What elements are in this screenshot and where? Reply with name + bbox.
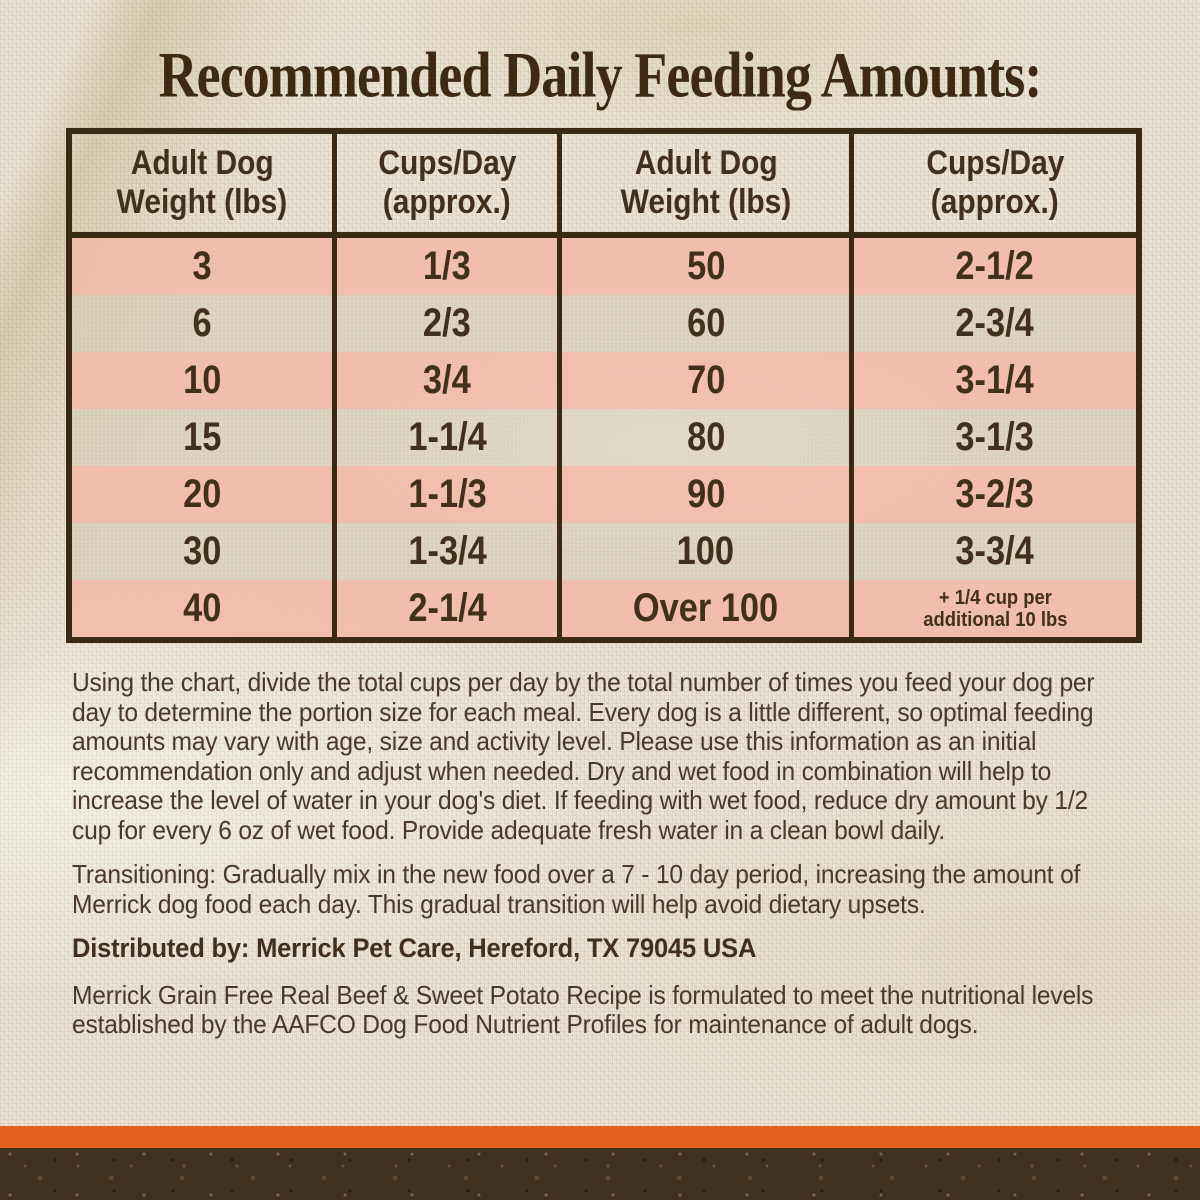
weight-cell: 90 [562,466,855,523]
table-row: 15 1-1/4 80 3-1/3 [72,409,1136,466]
cell-value: 100 [677,529,735,573]
weight-cell: 70 [562,352,855,409]
table-row: 10 3/4 70 3-1/4 [72,352,1136,409]
cups-cell: 1-1/3 [337,466,563,523]
distributor-line: Distributed by: Merrick Pet Care, Herefo… [72,933,757,963]
feeding-table: Adult Dog Weight (lbs) Cups/Day (approx.… [66,128,1142,643]
table-header-row: Adult Dog Weight (lbs) Cups/Day (approx.… [72,134,1136,238]
cups-cell: 3-3/4 [854,523,1136,580]
weight-cell: 100 [562,523,855,580]
cups-cell: 2-1/2 [854,238,1136,295]
cell-value: 2-1/2 [955,244,1035,288]
weight-cell: 40 [72,580,337,637]
header-line: Adult Dog [130,144,274,182]
cell-value: 3/4 [423,358,472,402]
cell-value: 2/3 [423,301,472,345]
table-row: 6 2/3 60 2-3/4 [72,295,1136,352]
cell-value: 15 [182,415,222,459]
cell-value: 60 [686,301,725,345]
cups-cell: 2/3 [337,295,563,352]
cell-note-line: + 1/4 cup per [938,586,1052,609]
cell-value: 3 [192,244,212,288]
header-line: Adult Dog [634,144,778,182]
cell-value: Over 100 [633,586,779,630]
table-row: 30 1-3/4 100 3-3/4 [72,523,1136,580]
orange-stripe [0,1126,1200,1148]
cell-value: 1-1/3 [407,472,487,516]
cups-cell: 1-1/4 [337,409,563,466]
header-adult-dog-weight-1: Adult Dog Weight (lbs) [72,134,337,232]
cups-cell: 3-1/4 [854,352,1136,409]
cell-value: 90 [686,472,725,516]
cups-note-cell: + 1/4 cup per additional 10 lbs [854,580,1136,637]
header-line: (approx.) [383,183,512,221]
cups-cell: 3-1/3 [854,409,1136,466]
weight-cell: 15 [72,409,337,466]
cell-value: 30 [182,529,222,573]
header-line: Weight (lbs) [620,183,792,221]
cups-cell: 2-3/4 [854,295,1136,352]
weight-cell: 20 [72,466,337,523]
header-adult-dog-weight-2: Adult Dog Weight (lbs) [562,134,855,232]
weight-cell: 30 [72,523,337,580]
weight-cell: 50 [562,238,855,295]
header-cups-day-2: Cups/Day (approx.) [854,134,1136,232]
cell-value: 40 [182,586,222,630]
cell-note-line: additional 10 lbs [922,608,1068,631]
header-line: Weight (lbs) [116,183,288,221]
weight-cell: 10 [72,352,337,409]
cups-cell: 3-2/3 [854,466,1136,523]
weight-cell: 60 [562,295,855,352]
info-text-block: Using the chart, divide the total cups p… [72,667,1192,1055]
cell-value: 20 [182,472,222,516]
header-line: Cups/Day [925,144,1064,182]
table-row: 20 1-1/3 90 3-2/3 [72,466,1136,523]
cell-value: 3-1/4 [955,358,1035,402]
cups-cell: 1-3/4 [337,523,563,580]
table-row: 40 2-1/4 Over 100 + 1/4 cup per addition… [72,580,1136,637]
cell-value: 1-3/4 [407,529,487,573]
cell-value: 3-3/4 [955,529,1035,573]
cups-cell: 1/3 [337,238,563,295]
header-line: (approx.) [930,183,1059,221]
page-title: Recommended Daily Feeding Amounts: [158,39,1043,111]
header-cups-day-1: Cups/Day (approx.) [337,134,563,232]
soil-texture [0,1148,1200,1200]
cell-value: 80 [686,415,725,459]
cell-value: 3-2/3 [955,472,1035,516]
cell-value: 50 [686,244,725,288]
cell-value: 2-1/4 [407,586,487,630]
weight-cell: Over 100 [562,580,855,637]
cell-value: 2-3/4 [955,301,1035,345]
weight-cell: 80 [562,409,855,466]
cell-value: 1/3 [423,244,472,288]
cell-value: 1-1/4 [407,415,487,459]
aafco-statement: Merrick Grain Free Real Beef & Sweet Pot… [72,979,1094,1039]
header-line: Cups/Day [378,144,517,182]
cell-value: 10 [182,358,222,402]
transition-instructions: Transitioning: Gradually mix in the new … [72,859,1081,919]
cell-value: 70 [686,358,725,402]
cups-cell: 2-1/4 [337,580,563,637]
cups-cell: 3/4 [337,352,563,409]
cell-value: 3-1/3 [955,415,1035,459]
weight-cell: 3 [72,238,337,295]
weight-cell: 6 [72,295,337,352]
feeding-instructions: Using the chart, divide the total cups p… [72,667,1095,845]
table-row: 3 1/3 50 2-1/2 [72,238,1136,295]
cell-value: 6 [192,301,212,345]
